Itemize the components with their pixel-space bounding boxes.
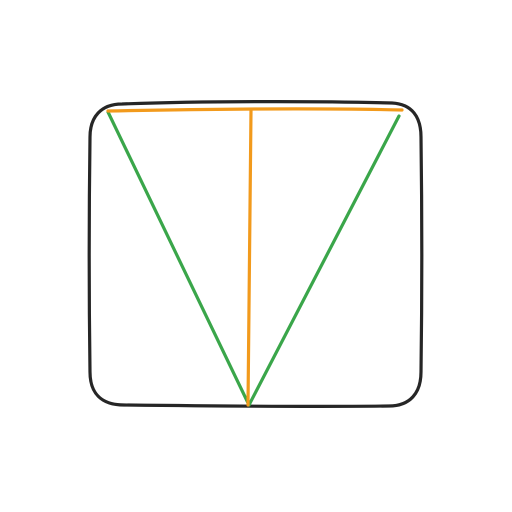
green-right-diagonal-line — [247, 114, 401, 407]
orange-vertical-line — [246, 108, 253, 407]
rounded-square-frame — [87, 100, 424, 409]
orange-top-horizontal-line — [106, 107, 404, 113]
green-left-diagonal-line — [106, 110, 251, 407]
